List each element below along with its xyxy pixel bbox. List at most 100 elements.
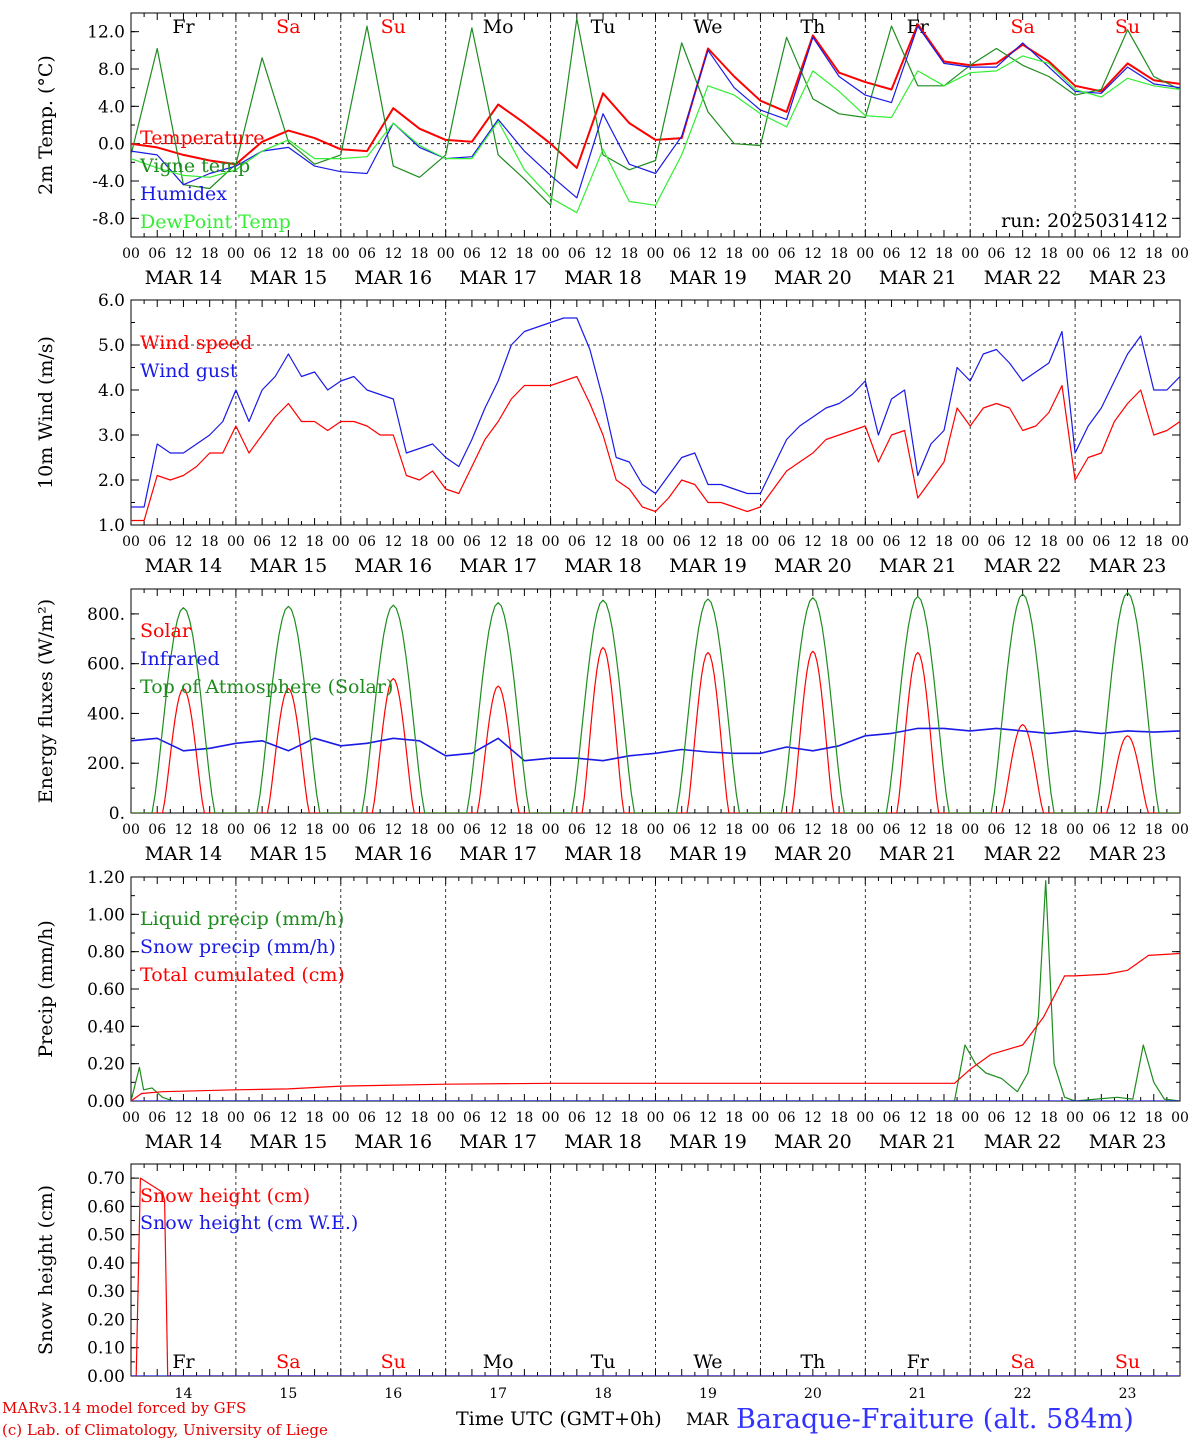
hour-label: 00 (647, 534, 665, 550)
hour-label: 06 (148, 534, 166, 550)
series-temperature (131, 23, 1180, 169)
footer-model: MARv3.14 model forced by GFS (2, 1399, 246, 1417)
hour-label: 12 (279, 246, 297, 262)
hour-label: 00 (856, 822, 874, 838)
hour-label: 00 (961, 246, 979, 262)
legend-entry: Humidex (140, 183, 227, 205)
hour-label: 18 (830, 1110, 848, 1126)
hour-label: 00 (437, 534, 455, 550)
series-group (131, 317, 1180, 522)
hour-label: 12 (699, 246, 717, 262)
y-tick-label: 0.50 (87, 1226, 125, 1246)
weekday-label: Fr (907, 1351, 930, 1373)
hour-label: 06 (568, 246, 586, 262)
hour-label: 18 (725, 534, 743, 550)
hour-label: 12 (1014, 822, 1032, 838)
hour-label: 06 (883, 1110, 901, 1126)
weekday-label: Th (800, 1351, 825, 1373)
date-label: MAR 20 (774, 555, 852, 577)
date-label: MAR 22 (984, 843, 1062, 865)
hour-label: 18 (1040, 822, 1058, 838)
weekday-label: Su (381, 1351, 406, 1373)
date-label: MAR 21 (879, 267, 957, 289)
hour-label: 18 (1145, 1110, 1163, 1126)
y-axis-label: 2m Temp. (°C) (35, 55, 57, 195)
weekday-label: Sa (276, 16, 300, 38)
y-tick-label: 0.80 (87, 943, 125, 963)
hour-label: 18 (1040, 534, 1058, 550)
date-label: MAR 18 (564, 555, 642, 577)
hour-label: 00 (647, 246, 665, 262)
y-tick-label: 0.20 (87, 1310, 125, 1330)
weekday-label: Fr (172, 1351, 195, 1373)
date-label: MAR 23 (1089, 843, 1167, 865)
weekday-label: Su (1115, 16, 1140, 38)
y-tick-label: 12.0 (87, 23, 125, 43)
hour-label: 06 (568, 534, 586, 550)
hour-label: 00 (437, 822, 455, 838)
panel-4: 0.00 0.20 0.40 0.60 0.80 1.00 1.20 Precip (mm/h… (35, 868, 1189, 1153)
hour-label: 18 (201, 822, 219, 838)
hour-label: 18 (830, 534, 848, 550)
hour-label: 00 (751, 246, 769, 262)
hour-label: 18 (411, 822, 429, 838)
hour-label: 06 (568, 822, 586, 838)
hour-label: 06 (673, 1110, 691, 1126)
weekday-label: Tu (591, 1351, 616, 1373)
hour-label: 06 (358, 246, 376, 262)
panel-3: 0. 200. 400. 600. 800. Energy fluxes (W/m²) 00… (35, 588, 1189, 865)
y-tick-label: 0. (109, 804, 125, 824)
hour-label: 12 (489, 534, 507, 550)
hour-label: 06 (883, 534, 901, 550)
series-wind-speed (131, 375, 1180, 522)
hour-label: 18 (830, 822, 848, 838)
panel-5: 0.00 0.10 0.20 0.30 0.40 0.50 0.60 0.70 Snow hei… (35, 1163, 1181, 1402)
hour-label: 00 (122, 534, 140, 550)
date-label: MAR 14 (145, 843, 223, 865)
hour-label: 12 (1119, 822, 1137, 838)
hour-label: 00 (542, 822, 560, 838)
hour-label: 12 (594, 1110, 612, 1126)
hour-label: 06 (1092, 534, 1110, 550)
y-tick-label: 1.0 (98, 516, 125, 536)
date-label: MAR 19 (669, 267, 747, 289)
weekday-label: Su (1115, 1351, 1140, 1373)
hour-label: 06 (778, 534, 796, 550)
hour-label: 12 (384, 246, 402, 262)
date-label: MAR 19 (669, 555, 747, 577)
legend-entry: Infrared (140, 648, 220, 670)
hour-label: 00 (542, 534, 560, 550)
date-label: MAR 18 (564, 267, 642, 289)
hour-label: 06 (358, 822, 376, 838)
hour-label: 06 (883, 246, 901, 262)
hour-label: 06 (988, 822, 1006, 838)
hour-label: 00 (1171, 246, 1189, 262)
y-tick-label: 4.0 (98, 381, 125, 401)
date-label: MAR 23 (1089, 555, 1167, 577)
plot-frame (130, 588, 1181, 814)
hour-label: 18 (306, 1110, 324, 1126)
hour-label: 06 (988, 1110, 1006, 1126)
hour-label: 06 (358, 534, 376, 550)
series-toa-solar (131, 592, 1180, 813)
hour-label: 06 (1092, 822, 1110, 838)
panel-2: 1.0 2.0 3.0 4.0 5.0 6.0 10m Wind (m/s) 00 06 12 18… (35, 291, 1189, 577)
hour-label: 12 (279, 822, 297, 838)
series-infrared (131, 727, 1180, 762)
weekday-label: Mo (483, 16, 514, 38)
hour-label: 00 (1066, 1110, 1084, 1126)
hour-label: 06 (1092, 1110, 1110, 1126)
series-dewpoint-temp (131, 55, 1180, 214)
legend-entry: Vigne temp (139, 155, 250, 177)
hour-label: 12 (1014, 1110, 1032, 1126)
y-tick-label: 8.0 (98, 60, 125, 80)
date-label: MAR 16 (354, 267, 432, 289)
hour-label: 00 (122, 822, 140, 838)
hour-label: 12 (489, 246, 507, 262)
hour-label: 18 (201, 534, 219, 550)
hour-label: 06 (673, 822, 691, 838)
legend-entry: Solar (140, 620, 192, 642)
date-label: MAR 20 (774, 1131, 852, 1153)
weekday-label: We (693, 16, 722, 38)
